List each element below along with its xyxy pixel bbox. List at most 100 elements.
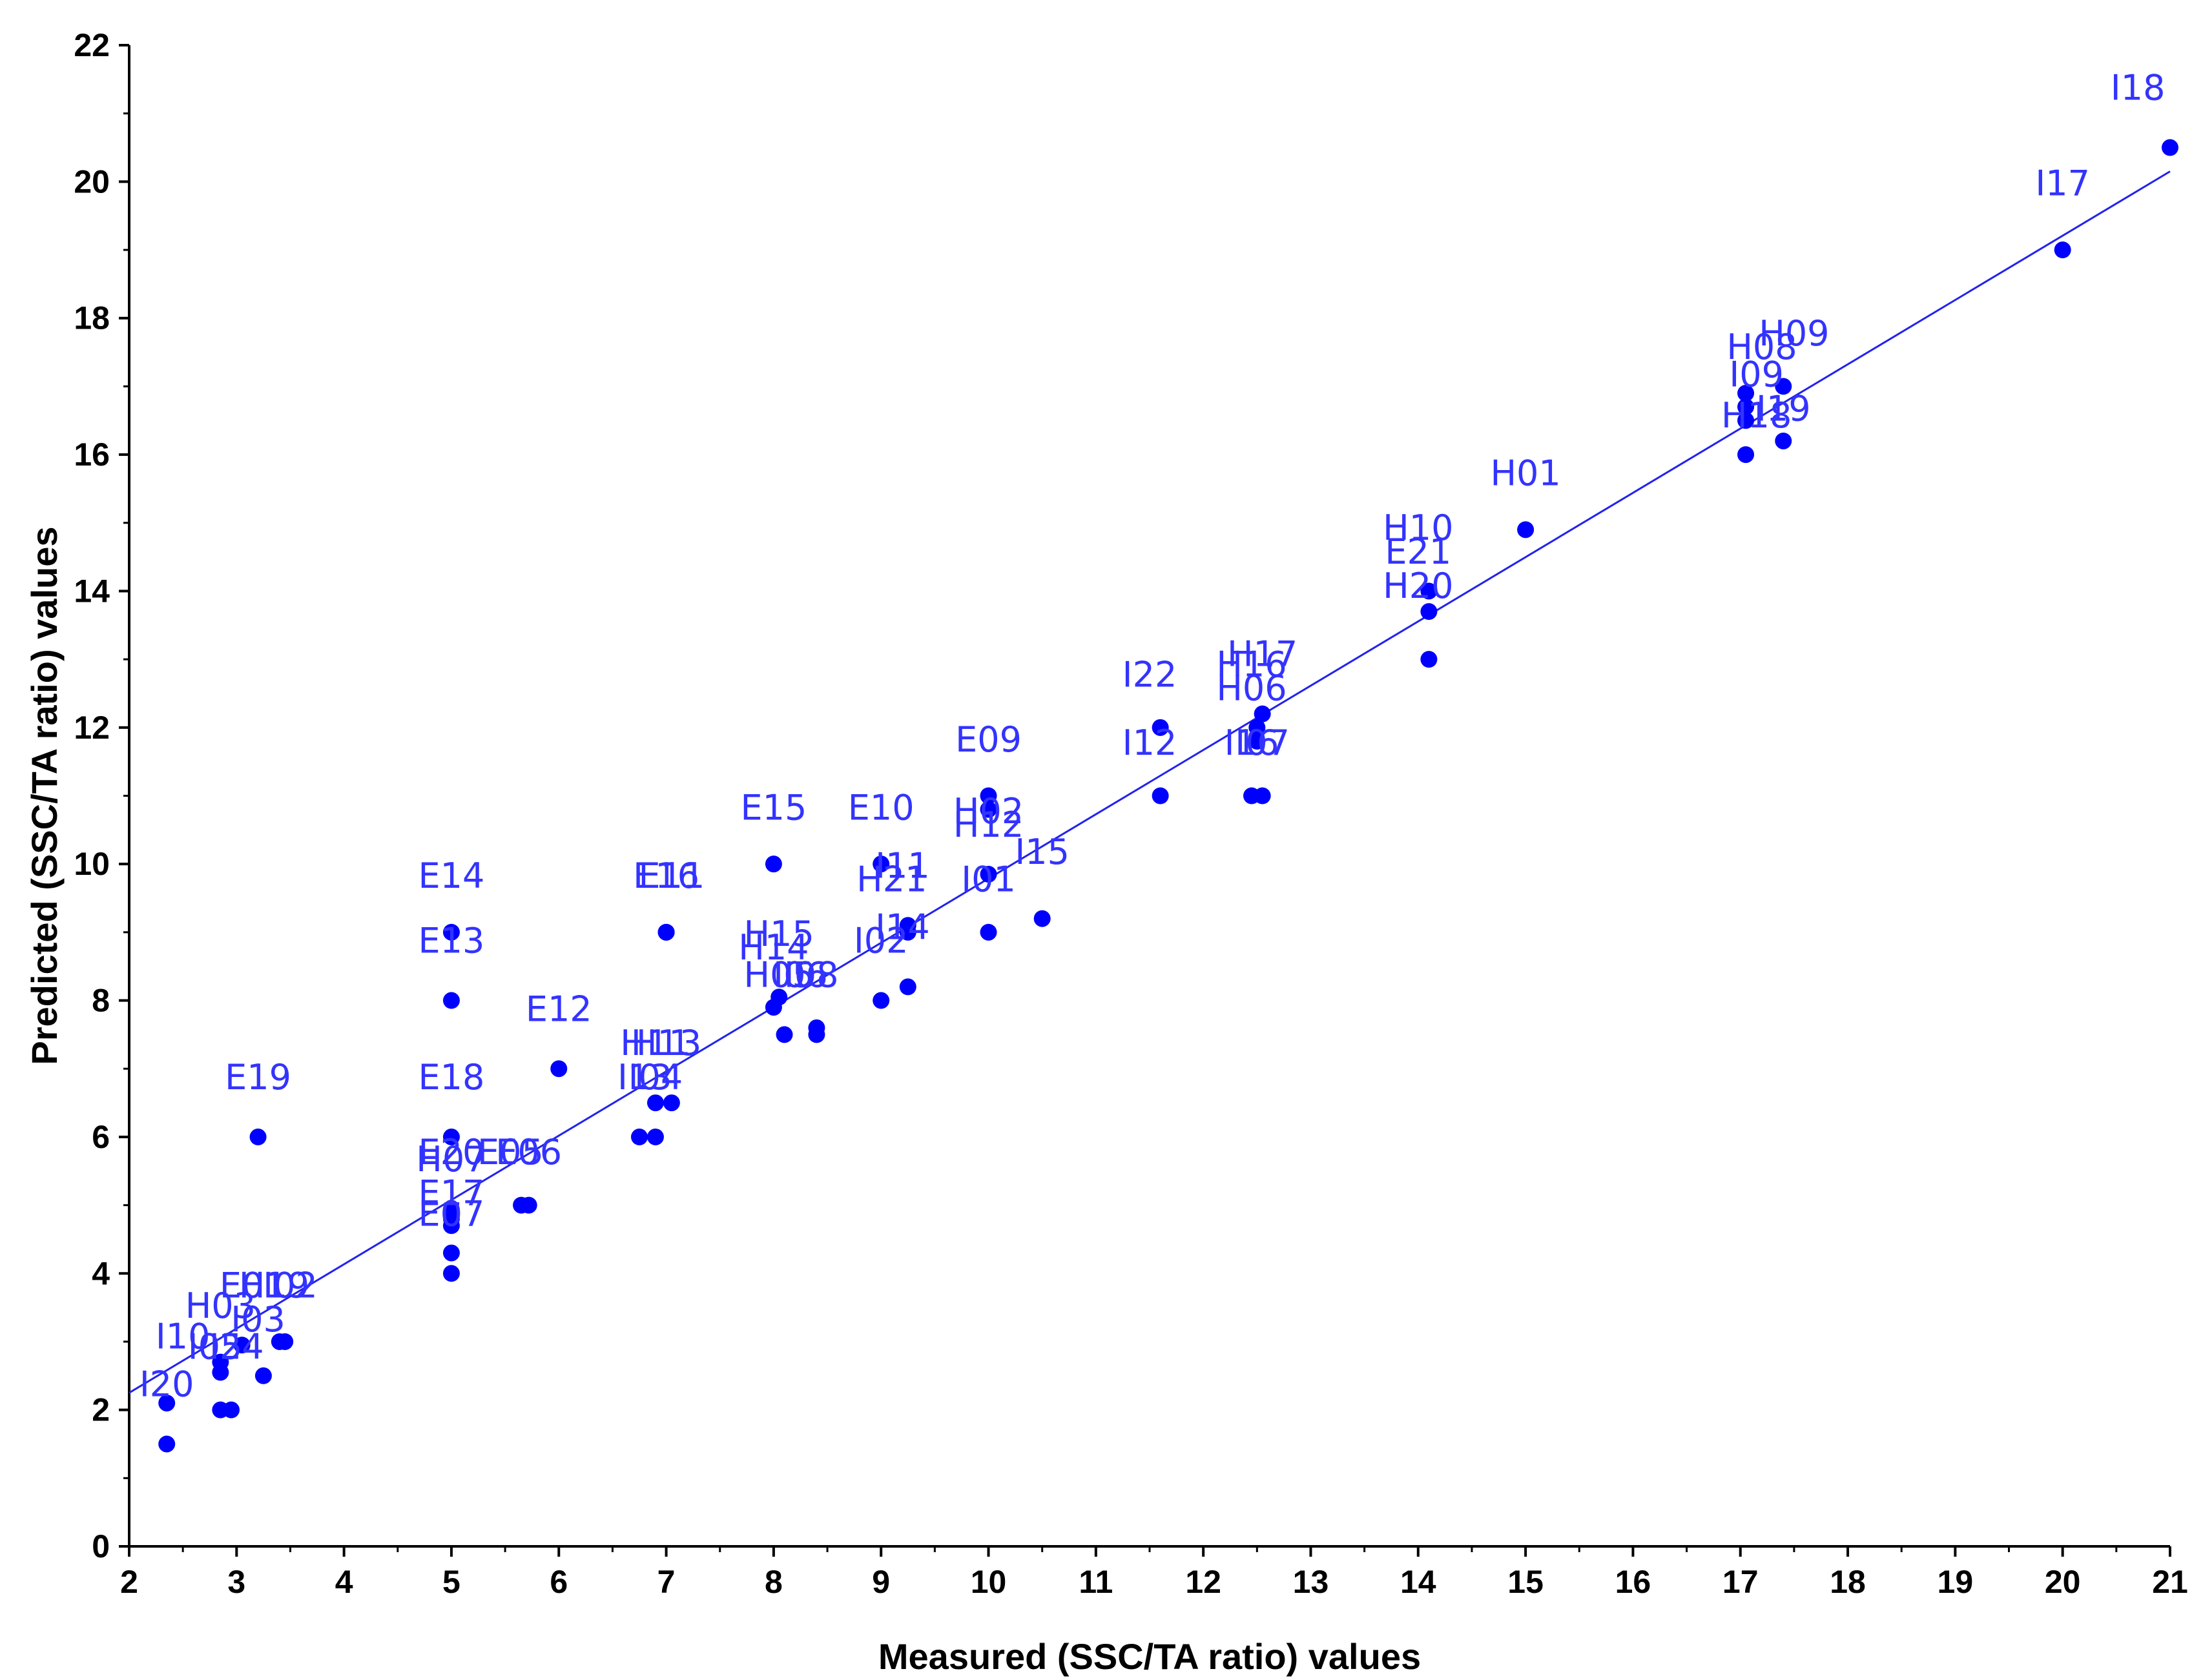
data-point — [1737, 412, 1755, 429]
point-label: E09 — [955, 719, 1022, 760]
data-point — [442, 1128, 460, 1145]
data-point — [1775, 432, 1792, 449]
x-tick-label: 14 — [1400, 1564, 1436, 1600]
point-label: I17 — [2035, 163, 2090, 204]
data-point — [520, 1196, 537, 1214]
point-label: E21 — [1385, 531, 1451, 572]
point-label: H07 — [416, 1139, 486, 1180]
y-tick-label: 0 — [92, 1528, 110, 1564]
data-point — [442, 1217, 460, 1234]
y-tick-label: 8 — [92, 983, 110, 1019]
data-point — [442, 923, 460, 941]
point-label: I09 — [1729, 354, 1784, 394]
point-label: H15 — [744, 914, 814, 954]
point-label: E19 — [225, 1057, 291, 1098]
data-point — [550, 1060, 568, 1078]
point-label: I02 — [854, 921, 909, 961]
x-tick-label: 15 — [1507, 1564, 1544, 1600]
data-point — [1420, 651, 1438, 668]
point-label: H13 — [631, 1023, 701, 1063]
point-label: I24 — [209, 1326, 264, 1367]
y-tick-label: 18 — [74, 300, 110, 336]
y-tick-label: 2 — [92, 1392, 110, 1428]
point-label: H01 — [1490, 453, 1560, 494]
data-point — [873, 855, 890, 873]
point-label: H09 — [1759, 313, 1829, 354]
data-point — [442, 1244, 460, 1262]
data-point — [212, 1401, 229, 1419]
data-point — [212, 1364, 229, 1381]
data-point — [1254, 705, 1271, 722]
data-point — [1152, 719, 1169, 736]
point-label: I08 — [784, 954, 839, 995]
point-label: H18 — [1721, 395, 1792, 436]
y-tick-label: 14 — [74, 573, 110, 609]
axes: 2 3 4 5 6 7 8 9 10 11 12 13 14 15 16 17 18 19 20 2102468101… — [74, 27, 2187, 1600]
y-tick-label: 16 — [74, 436, 110, 473]
data-point — [980, 866, 997, 883]
x-tick-label: 10 — [971, 1564, 1007, 1600]
x-tick-label: 12 — [1185, 1564, 1221, 1600]
data-point — [233, 1337, 251, 1354]
data-point — [657, 923, 675, 941]
data-point — [1517, 521, 1535, 538]
point-label: H02 — [953, 791, 1024, 832]
point-label: H14 — [738, 927, 809, 968]
data-point — [899, 978, 916, 996]
point-label: H06 — [1216, 668, 1287, 709]
point-label: I13 — [617, 1057, 672, 1098]
data-point — [158, 1395, 176, 1412]
point-label: E10 — [848, 787, 915, 828]
data-point — [158, 1435, 176, 1453]
point-label: I04 — [628, 1057, 683, 1098]
data-point — [254, 1367, 272, 1384]
point-label: I06 — [773, 954, 828, 995]
x-tick-label: 7 — [657, 1564, 676, 1600]
data-point — [2162, 139, 2178, 156]
point-label: I15 — [1015, 832, 1070, 872]
data-point — [1152, 787, 1169, 804]
point-label: E01 — [220, 1265, 286, 1306]
data-point — [1420, 603, 1438, 620]
x-tick-label: 18 — [1830, 1564, 1866, 1600]
point-label: I07 — [1235, 722, 1290, 763]
point-label: E12 — [526, 989, 592, 1029]
point-label: H03 — [185, 1286, 256, 1326]
point-label: H12 — [953, 804, 1024, 845]
x-tick-label: 21 — [2152, 1564, 2188, 1600]
x-tick-label: 17 — [1722, 1564, 1759, 1600]
data-point — [1033, 910, 1051, 927]
point-label: I11 — [875, 845, 930, 886]
point-label: H19 — [239, 1265, 309, 1306]
point-label: I22 — [1122, 654, 1177, 695]
x-tick-label: 11 — [1079, 1564, 1113, 1600]
y-tick-label: 10 — [74, 846, 110, 882]
data-point — [1775, 378, 1792, 395]
data-point — [1248, 719, 1266, 736]
data-point — [1737, 398, 1755, 416]
x-tick-label: 13 — [1293, 1564, 1329, 1600]
data-point — [765, 855, 782, 873]
x-tick-label: 16 — [1615, 1564, 1651, 1600]
data-point — [2054, 241, 2071, 259]
y-tick-label: 20 — [74, 163, 110, 200]
data-point — [631, 1128, 648, 1145]
point-label: E16 — [633, 855, 699, 896]
point-label: H16 — [1216, 644, 1287, 685]
point-label: I03 — [231, 1299, 285, 1340]
data-point — [249, 1128, 267, 1145]
data-point — [808, 1026, 825, 1043]
point-label: E11 — [638, 855, 705, 896]
x-tick-label: 20 — [2045, 1564, 2081, 1600]
point-label: E14 — [419, 855, 485, 896]
y-tick-label: 22 — [74, 27, 110, 63]
y-tick-label: 6 — [92, 1119, 110, 1155]
point-label: I14 — [875, 907, 930, 947]
data-point — [899, 923, 916, 941]
data-point — [873, 992, 890, 1009]
y-tick-label: 12 — [74, 710, 110, 746]
data-point — [276, 1333, 294, 1350]
data-point — [1248, 732, 1266, 750]
